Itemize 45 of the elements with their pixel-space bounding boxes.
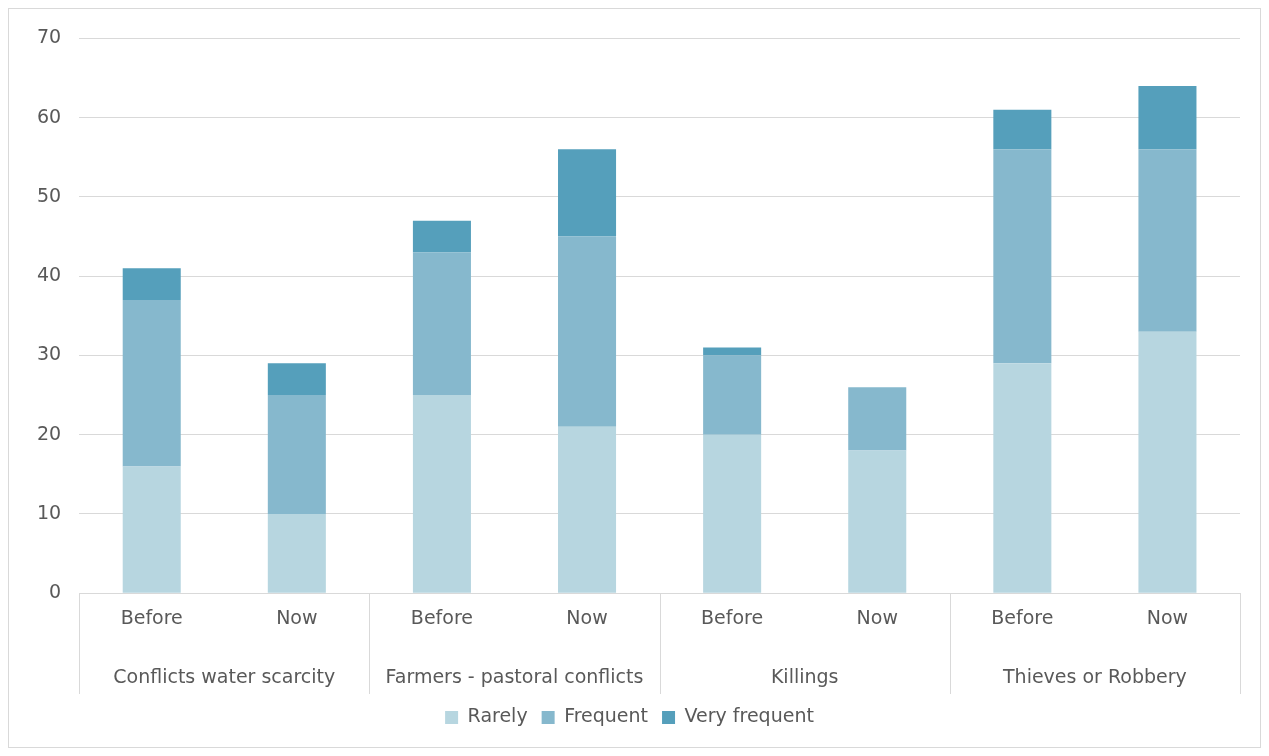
- y-tick-label: 10: [36, 500, 62, 523]
- bar: [558, 426, 617, 593]
- legend-label: Frequent: [564, 704, 649, 727]
- y-tick-label: 50: [36, 183, 62, 206]
- bar: [412, 252, 471, 396]
- legend-label: Very frequent: [684, 704, 814, 727]
- x-tick-label: Before: [120, 605, 183, 628]
- bar: [122, 299, 181, 467]
- bar: [848, 387, 907, 451]
- bar: [1138, 331, 1197, 593]
- x-tick-label: Now: [566, 605, 608, 628]
- x-tick-label: Before: [410, 605, 473, 628]
- x-tick-label: Now: [856, 605, 898, 628]
- bar: [703, 434, 762, 593]
- text: Conflicts water scarcity: [113, 664, 336, 687]
- bar: [993, 149, 1052, 364]
- bar: [267, 395, 326, 514]
- bar: [993, 363, 1052, 593]
- legend-label: Rarely: [467, 704, 528, 727]
- bar: [412, 395, 471, 593]
- y-tick-label: 20: [36, 421, 62, 444]
- bar: [993, 109, 1052, 150]
- x-tick-label: Now: [1146, 605, 1189, 628]
- bar: [412, 220, 471, 253]
- x-tick-label: Now: [276, 605, 318, 628]
- y-tick-label: 40: [36, 263, 62, 286]
- bar: [558, 149, 617, 237]
- bar: [558, 236, 617, 427]
- bar: [122, 268, 181, 300]
- text: Killings: [770, 664, 839, 687]
- bar: [703, 355, 762, 435]
- x-tick-label: Before: [701, 605, 764, 628]
- bar: [1138, 149, 1197, 332]
- x-tick-label: Before: [991, 605, 1054, 628]
- y-tick-label: 0: [49, 580, 62, 603]
- bar: [267, 363, 326, 396]
- text: Thieves or Robbery: [1001, 664, 1187, 687]
- y-tick-label: 30: [36, 342, 62, 365]
- y-tick-label: 70: [36, 25, 62, 48]
- bar: [122, 466, 181, 593]
- bar: [848, 450, 907, 593]
- bar: [267, 513, 326, 593]
- bar: [1138, 85, 1197, 150]
- text: Farmers - pastoral conflicts: [385, 664, 644, 687]
- y-tick-label: 60: [36, 104, 62, 127]
